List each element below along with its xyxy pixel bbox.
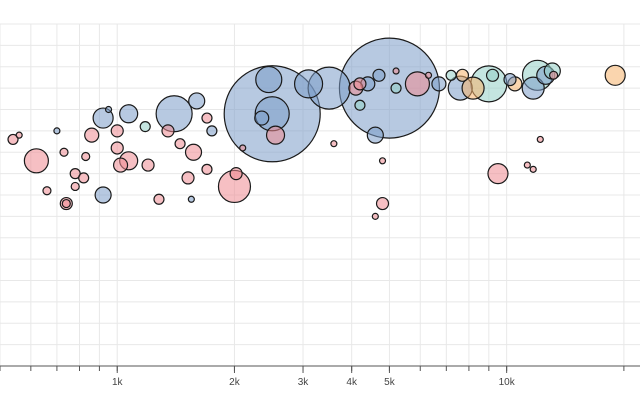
bubble-point <box>265 125 286 145</box>
x-tick-label: 10k <box>499 377 516 388</box>
bubble-point <box>375 196 390 211</box>
x-tick-label: 1k <box>112 377 124 388</box>
bubble-point <box>139 120 151 133</box>
bubble-point <box>119 104 139 124</box>
bubble-point <box>431 76 447 92</box>
bubble-point <box>161 124 175 138</box>
bubble-point <box>353 77 367 91</box>
grid <box>0 23 640 367</box>
bubble-point <box>155 95 193 133</box>
x-tick-label: 2k <box>229 377 241 388</box>
bubble-point <box>53 127 61 135</box>
bubble-point <box>206 125 218 137</box>
bubble-point <box>112 157 129 173</box>
bubble-point <box>110 124 124 138</box>
x-tick-label: 4k <box>346 377 358 388</box>
bubble-point <box>485 68 500 82</box>
bubble-point <box>461 76 485 100</box>
bubble-point <box>81 151 91 162</box>
bubble-point <box>84 127 100 143</box>
x-axis: 1k 2k 3k 4k 5k 10k <box>0 365 640 388</box>
x-tick-label: 3k <box>298 377 310 388</box>
bubble-point <box>23 148 49 174</box>
bubble-point <box>372 68 386 82</box>
bubble-point <box>392 67 400 75</box>
bubble-point <box>521 76 545 100</box>
bubble-point <box>455 68 470 82</box>
bubble-point <box>104 105 113 114</box>
bubble-point <box>94 186 112 204</box>
bubble-point <box>445 69 457 81</box>
bubble-point <box>78 172 90 184</box>
bubble-point <box>7 133 19 146</box>
bubble-point <box>503 72 517 87</box>
bubble-point <box>378 157 387 165</box>
bubble-point <box>390 82 402 94</box>
bubble-point <box>187 195 195 203</box>
bubble-point <box>487 163 509 185</box>
bubble-point <box>239 144 247 152</box>
bubble-point <box>110 141 124 155</box>
bubble-point <box>15 131 23 139</box>
bubble-point <box>366 126 384 144</box>
bubble-point <box>354 99 366 111</box>
bubble-point <box>255 65 283 94</box>
bubble-point <box>188 92 206 110</box>
bubble-point <box>184 143 203 161</box>
bubble-point <box>371 212 379 220</box>
bubble-point <box>549 70 559 80</box>
bubble-point <box>141 158 155 172</box>
bubble-point <box>529 165 537 173</box>
bubble-point <box>424 71 433 79</box>
bubble-point <box>201 112 213 124</box>
bubble-point <box>61 198 71 209</box>
bubble-point <box>536 135 544 144</box>
bubble-point <box>42 186 52 196</box>
bubble-point <box>181 171 195 185</box>
bubble-point <box>404 71 431 97</box>
x-tick-label: 5k <box>384 377 396 388</box>
bubble-point <box>604 64 626 86</box>
bubble-point <box>174 138 186 150</box>
bubble-point <box>201 163 213 175</box>
bubble-point <box>153 193 165 205</box>
bubble-point <box>523 161 531 169</box>
bubble-point <box>293 69 324 99</box>
bubble-point <box>229 167 243 181</box>
bubble-point <box>330 140 338 148</box>
bubble-point <box>59 147 69 157</box>
bubble-point <box>70 181 80 192</box>
bubble-point <box>254 110 270 126</box>
bubbles <box>7 37 626 220</box>
